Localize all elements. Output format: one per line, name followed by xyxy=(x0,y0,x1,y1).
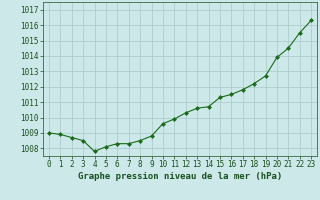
X-axis label: Graphe pression niveau de la mer (hPa): Graphe pression niveau de la mer (hPa) xyxy=(78,172,282,181)
